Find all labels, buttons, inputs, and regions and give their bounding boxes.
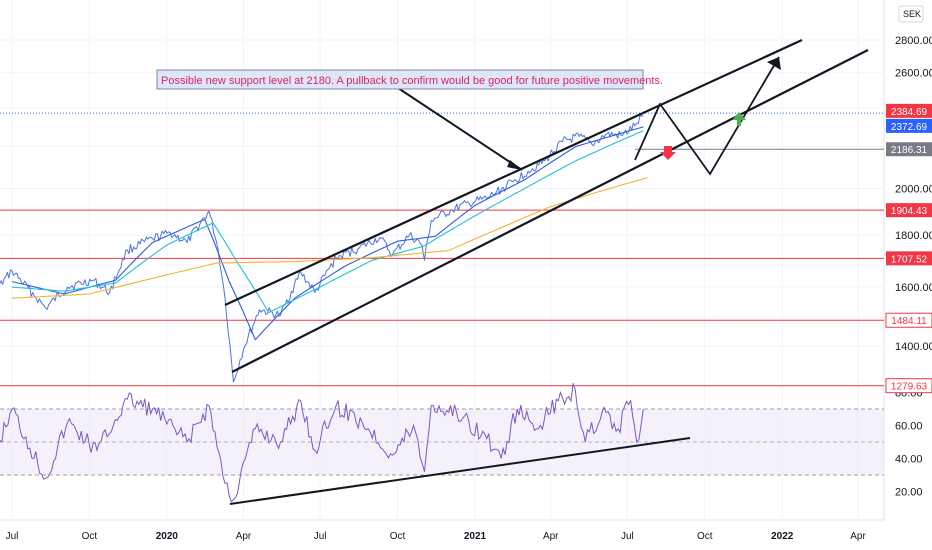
rsi-tick-label: 60.00 — [895, 421, 923, 433]
price-badge — [886, 142, 932, 157]
drawings[interactable] — [224, 39, 869, 505]
price-tick-label: 2000.00 — [895, 184, 932, 196]
sell-arrow-icon — [660, 146, 676, 160]
price-axis[interactable]: 2800.002600.002400.002200.002000.001800.… — [895, 35, 932, 353]
channel-upper-line[interactable] — [224, 39, 803, 306]
time-tick-label: 2020 — [156, 531, 179, 542]
price-badge — [885, 312, 932, 328]
time-tick-label: Oct — [697, 531, 713, 542]
price-badge — [886, 103, 932, 118]
buy-arrow-icon — [732, 112, 746, 126]
series-ma-short — [11, 126, 644, 341]
rsi-series — [0, 381, 644, 503]
time-axis[interactable]: Jul Oct 2020 Apr Jul Oct 2021 Apr Jul Oct 2022 Apr — [6, 531, 867, 542]
projection-path[interactable] — [634, 56, 780, 176]
series-ma-long — [11, 177, 648, 299]
time-tick-label: Oct — [82, 531, 98, 542]
price-badge-label: 1904.43 — [891, 206, 928, 217]
price-series — [0, 114, 648, 383]
price-badge — [886, 118, 932, 133]
projection-arrowhead — [767, 57, 781, 70]
annotation-callout[interactable]: Possible new support level at 2180. A pu… — [156, 69, 663, 90]
price-badge — [886, 203, 932, 218]
horizontal-levels — [0, 112, 884, 387]
rsi-tick-label: 40.00 — [895, 454, 923, 466]
price-badge-label: 1707.52 — [891, 254, 928, 265]
time-tick-label: Jul — [621, 531, 634, 542]
series-price — [0, 114, 644, 383]
price-badges: 2384.69 2372.69 2186.31 1904.43 1707.52 1484.… — [885, 103, 932, 394]
price-badge — [885, 378, 932, 394]
time-tick-label: Apr — [236, 531, 252, 542]
annotation-text: Possible new support level at 2180. A pu… — [161, 75, 663, 87]
time-tick-label: 2022 — [771, 531, 794, 542]
series-rsi — [0, 381, 644, 503]
price-tick-label: 2800.00 — [895, 35, 932, 47]
price-tick-label: 1400.00 — [895, 341, 932, 353]
price-badge — [886, 251, 932, 266]
price-badge-label: 1484.11 — [891, 316, 927, 327]
price-badge-label: 1279.63 — [891, 382, 928, 393]
price-tick-label: 1800.00 — [895, 230, 932, 242]
annotation-arrow[interactable] — [397, 87, 523, 171]
price-badge-label: 2384.69 — [891, 107, 928, 118]
time-tick-label: Apr — [543, 531, 559, 542]
time-tick-label: Apr — [850, 531, 866, 542]
time-tick-label: Jul — [6, 531, 19, 542]
time-tick-label: Jul — [314, 531, 327, 542]
currency-badge[interactable]: SEK — [898, 5, 924, 23]
rsi-trendline[interactable] — [229, 437, 691, 505]
rsi-tick-label: 20.00 — [895, 487, 923, 499]
series-ma-mid — [11, 130, 644, 314]
price-tick-label: 2600.00 — [895, 68, 932, 80]
channel-lower-line[interactable] — [231, 49, 869, 373]
currency-label: SEK — [903, 9, 921, 19]
price-tick-label: 1600.00 — [895, 282, 932, 294]
time-tick-label: Oct — [390, 531, 406, 542]
time-tick-label: 2021 — [464, 531, 487, 542]
price-badge-label: 2372.69 — [891, 122, 928, 133]
annotation-arrowhead — [507, 160, 522, 170]
price-badge-label: 2186.31 — [891, 145, 928, 156]
